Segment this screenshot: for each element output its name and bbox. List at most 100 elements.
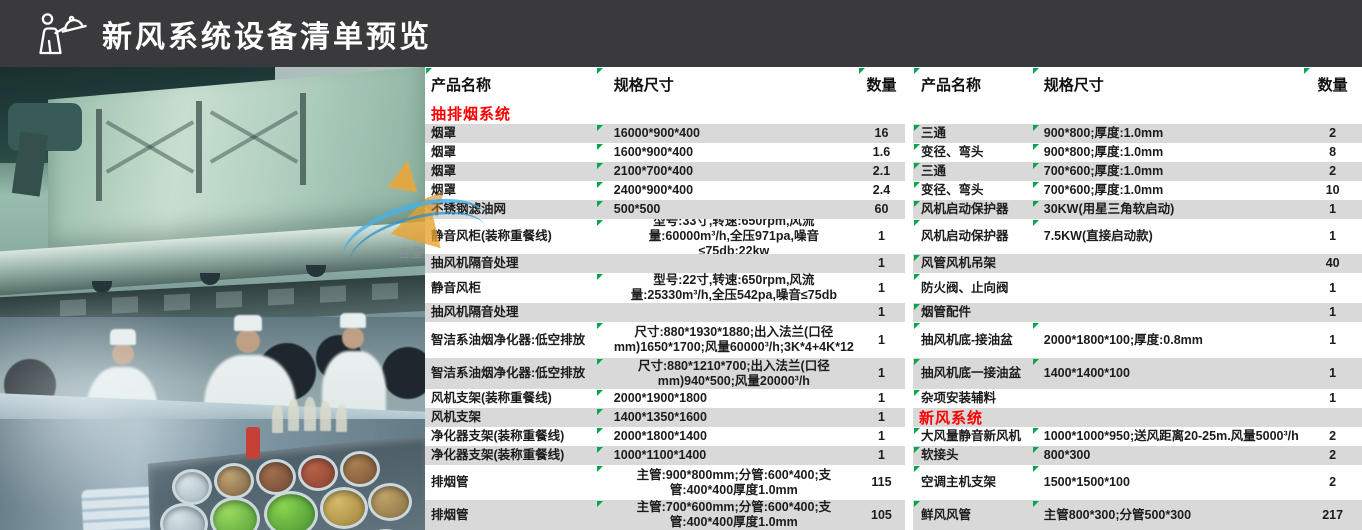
kitchen-photo-illustration <box>0 67 425 530</box>
photo-decor-shape <box>320 487 368 529</box>
qty-cell: 1 <box>877 366 885 380</box>
photo-decor-shape <box>246 427 260 459</box>
product-name-cell: 不锈钢滤油网 <box>431 202 507 216</box>
qty-cell: 1 <box>877 256 885 270</box>
table-row: 风机支架(装称重餐线) 2000*1900*1800 1 <box>425 389 905 408</box>
spec-cell: 2000*1900*1800 <box>596 389 858 408</box>
qty-cell: 1 <box>1329 332 1337 347</box>
product-name-cell: 变径、弯头 <box>913 143 1032 162</box>
spec-cell: 1500*1500*100 <box>1032 465 1304 500</box>
table-row: 抽风机隔音处理 1 <box>425 303 905 322</box>
spec-cell: 型号:33寸,转速:650rpm,风流量:60000m³/h,全压971pa,噪… <box>596 219 858 254</box>
table-row: 烟罩 16000*900*400 16 <box>425 124 905 143</box>
qty-cell: 2 <box>1329 448 1337 462</box>
table-row <box>913 103 1362 124</box>
product-name-cell: 抽风机隔音处理 <box>431 256 519 270</box>
qty-cell: 1 <box>1329 305 1337 319</box>
product-name-cell: 软接头 <box>913 446 1032 465</box>
spec-cell: 1000*1100*1400 <box>596 446 858 465</box>
table-row: 排烟管 主管:900*800mm;分管:600*400;支管:400*400厚度1… <box>425 465 905 500</box>
spec-cell <box>1032 389 1304 408</box>
product-name-cell: 变径、弯头 <box>913 181 1032 200</box>
fresh-air-system-table: 产品名称 规格尺寸 数量 三通 900*800;厚度:1.0mm 2 变径、弯头 900… <box>913 67 1362 530</box>
product-name-cell: 烟罩 <box>431 145 457 159</box>
product-name-cell: 空调主机支架 <box>913 465 1032 500</box>
spec-cell <box>596 254 858 273</box>
photo-decor-shape <box>288 399 299 431</box>
product-name-cell <box>913 103 1032 124</box>
table-row: 抽风机底一接油盆 1400*1400*100 1 <box>913 358 1362 389</box>
qty-cell: 40 <box>1325 256 1340 270</box>
spec-cell: 尺寸:880*1210*700;出入法兰(口径mm)940*500;风量2000… <box>596 358 858 389</box>
product-name-cell: 净化器支架(装称重餐线) <box>431 429 565 443</box>
spec-cell: 2400*900*400 <box>596 181 858 200</box>
photo-decor-shape <box>300 93 306 185</box>
qty-cell: 10 <box>1325 183 1340 197</box>
spec-cell: 2000*1800*1400 <box>596 427 858 446</box>
product-name-cell: 风机启动保护器 <box>913 200 1032 219</box>
table-row: 风机启动保护器 30KW(用星三角软启动) 1 <box>913 200 1362 219</box>
photo-decor-shape <box>320 401 331 431</box>
photo-decor-shape <box>96 109 102 201</box>
spec-cell: 1600*900*400 <box>596 143 858 162</box>
table-header-row: 产品名称 规格尺寸 数量 <box>425 67 905 103</box>
photo-decor-shape <box>368 483 412 521</box>
qty-cell: 8 <box>1329 145 1337 159</box>
product-name-cell: 抽风机底一接油盆 <box>913 358 1032 389</box>
product-name-cell: 智洁系油烟净化器:低空排放 <box>431 332 586 347</box>
table-row: 软接头 800*300 2 <box>913 446 1362 465</box>
product-name-cell: 烟罩 <box>431 183 457 197</box>
qty-cell: 1 <box>877 280 885 295</box>
spec-cell: 主管:700*600mm;分管:600*400;支管:400*400厚度1.0m… <box>596 500 858 530</box>
product-name-cell: 风机启动保护器 <box>913 219 1032 254</box>
qty-cell: 1 <box>877 305 885 319</box>
photo-decor-shape <box>264 491 318 530</box>
page-title: 新风系统设备清单预览 <box>102 20 432 54</box>
product-name-cell: 静音风柜 <box>431 280 482 295</box>
table-row: 抽风机隔音处理 1 <box>425 254 905 273</box>
spec-cell: 1400*1350*1600 <box>596 408 858 427</box>
spec-cell: 2000*1800*100;厚度:0.8mm <box>1032 322 1304 358</box>
product-name-cell: 净化器支架(装称重餐线) <box>431 448 565 462</box>
spec-cell <box>1032 303 1304 322</box>
exhaust-system-table: 产品名称 规格尺寸 数量 抽排烟系统 烟罩 16000*900*400 16 烟罩 160… <box>425 67 905 530</box>
column-header-qty: 数量 <box>858 67 905 103</box>
product-name-cell: 排烟管 <box>431 475 469 489</box>
table-row: 三通 700*600;厚度:1.0mm 2 <box>913 162 1362 181</box>
table-row: 防火阀、止向阀 1 <box>913 273 1362 303</box>
table-row: 烟罩 2400*900*400 2.4 <box>425 181 905 200</box>
qty-cell: 1 <box>877 332 885 347</box>
table-row: 抽风机底-接油盆 2000*1800*100;厚度:0.8mm 1 <box>913 322 1362 358</box>
spec-cell <box>596 303 858 322</box>
spec-cell: 7.5KW(直接启动款) <box>1032 219 1304 254</box>
qty-cell: 1 <box>877 229 885 243</box>
column-header-product-name: 产品名称 <box>913 67 1032 103</box>
column-header-qty: 数量 <box>1303 67 1362 103</box>
spec-cell: 型号:22寸,转速:650rpm,风流量:25330m³/h,全压542pa,噪… <box>596 273 858 303</box>
spec-cell: 尺寸:880*1930*1880;出入法兰(口径mm)1650*1700;风量6… <box>596 322 858 358</box>
table-row: 烟管配件 1 <box>913 303 1362 322</box>
product-name-cell: 风机支架 <box>431 410 482 424</box>
photo-decor-shape <box>234 315 262 331</box>
table-row: 风机支架 1400*1350*1600 1 <box>425 408 905 427</box>
product-name-cell: 烟管配件 <box>913 303 1032 322</box>
qty-cell: 1 <box>1329 391 1337 405</box>
table-row: 不锈钢滤油网 500*500 60 <box>425 200 905 219</box>
spec-cell: 700*600;厚度:1.0mm <box>1032 162 1304 181</box>
product-name-cell: 风管风机吊架 <box>913 254 1032 273</box>
table-row: 三通 900*800;厚度:1.0mm 2 <box>913 124 1362 143</box>
product-name-cell: 三通 <box>913 162 1032 181</box>
section-label: 新风系统 <box>919 410 984 427</box>
waiter-serving-icon <box>39 12 87 54</box>
qty-cell: 2 <box>1329 429 1337 443</box>
qty-cell: 1 <box>1329 202 1337 216</box>
table-row: 智洁系油烟净化器:低空排放 尺寸:880*1210*700;出入法兰(口径mm)9… <box>425 358 905 389</box>
qty-cell: 2 <box>1329 126 1337 140</box>
table-row: 净化器支架(装称重餐线) 2000*1800*1400 1 <box>425 427 905 446</box>
product-name-cell: 烟罩 <box>431 164 457 178</box>
spec-cell: 30KW(用星三角软启动) <box>1032 200 1304 219</box>
product-name-cell: 排烟管 <box>431 507 469 522</box>
qty-cell: 2 <box>1329 475 1337 489</box>
spec-cell: 主管800*300;分管500*300 <box>1032 500 1304 530</box>
table-row: 烟罩 2100*700*400 2.1 <box>425 162 905 181</box>
